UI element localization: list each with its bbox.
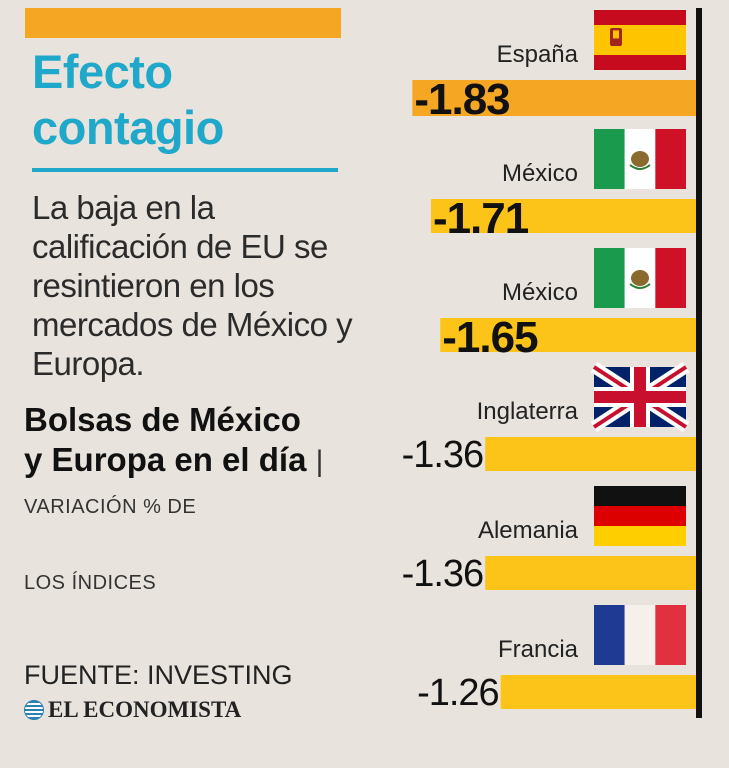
headline-line-2: contagio: [32, 101, 224, 154]
bar-row: Alemania -1.36: [402, 486, 696, 595]
value-label: -1.65: [442, 313, 538, 362]
value-label: -1.36: [402, 434, 484, 476]
source-note: FUENTE: INVESTING: [24, 660, 293, 690]
subtitle: La baja en la calificación de EU se resi…: [32, 189, 353, 382]
zero-axis: [696, 8, 702, 718]
bar: [485, 437, 696, 471]
country-label: España: [497, 41, 579, 68]
bar: [430, 199, 696, 233]
bar-row: México -1.65: [440, 248, 696, 362]
country-label: México: [502, 160, 578, 187]
brand-name: EL ECONOMISTA: [48, 697, 242, 722]
chart-unit-label-2: LOS ÍNDICES: [24, 572, 157, 594]
france-flag-icon: [594, 605, 686, 665]
country-label: Inglaterra: [477, 398, 579, 425]
bar: [412, 80, 696, 116]
chart-title: Bolsas de México y Europa en el día | VA…: [24, 400, 324, 527]
bar-row: México -1.71: [430, 129, 696, 243]
top-accent-bar: [25, 8, 341, 38]
chart-title-separator: |: [315, 445, 324, 478]
value-label: -1.83: [414, 75, 509, 124]
headline-rule: [32, 168, 338, 172]
bar-row: Francia -1.26: [417, 605, 696, 714]
mexico-flag-icon: [594, 129, 686, 189]
value-label: -1.71: [433, 194, 529, 243]
chart-unit-label: VARIACIÓN % DE: [24, 496, 197, 518]
value-label: -1.26: [417, 672, 499, 714]
country-label: Alemania: [478, 517, 579, 544]
country-label: Francia: [498, 636, 579, 663]
bar: [500, 675, 696, 709]
value-label: -1.36: [402, 553, 484, 595]
mexico-flag-icon: [594, 248, 686, 308]
bar: [440, 318, 696, 352]
germany-flag-icon: [594, 486, 686, 546]
uk-flag-icon: [590, 361, 690, 433]
chart-title-main: Bolsas de México y Europa en el día: [24, 401, 307, 478]
country-label: México: [502, 279, 578, 306]
spain-flag-icon: [594, 10, 686, 70]
headline: Efecto contagio: [32, 44, 352, 156]
bar: [485, 556, 696, 590]
bar-row: Inglaterra -1.36: [402, 361, 696, 476]
bar-row: España -1.83: [412, 10, 696, 124]
headline-line-1: Efecto: [32, 45, 173, 98]
brand-logo-icon: [24, 700, 44, 720]
brand: EL ECONOMISTA: [24, 697, 241, 723]
